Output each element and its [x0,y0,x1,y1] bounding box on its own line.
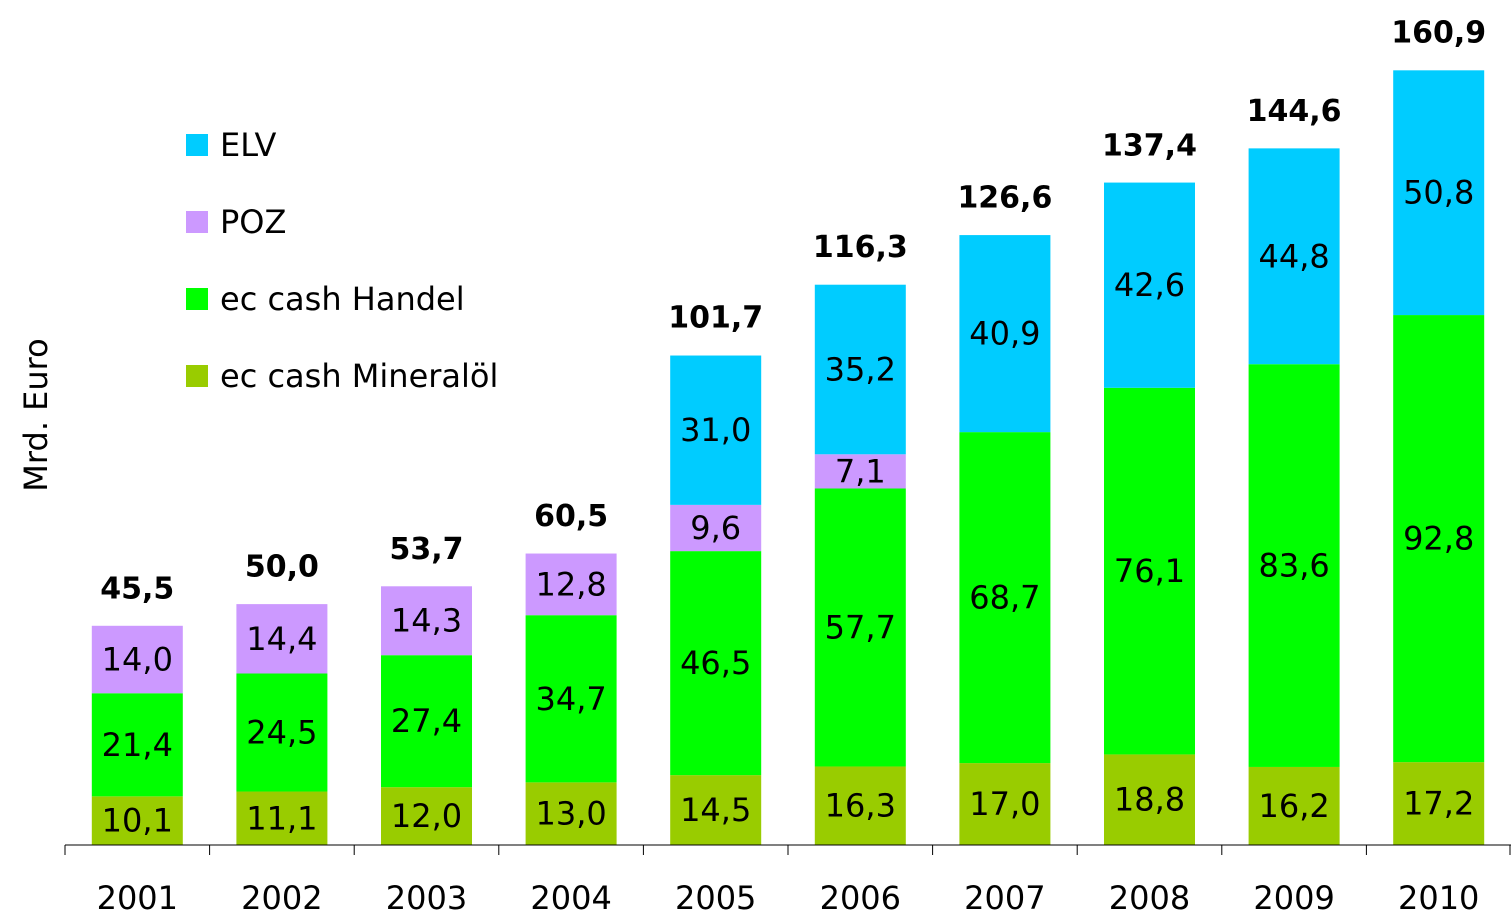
total-label: 53,7 [389,532,463,567]
y-axis-label: Mrd. Euro [17,338,55,491]
segment-label: 76,1 [1114,552,1185,590]
segment-label: 17,0 [969,785,1040,823]
total-label: 45,5 [100,571,174,606]
segment-label: 14,3 [391,602,462,640]
bar-segment [525,553,617,616]
bar-segment [959,235,1051,433]
segment-label: 14,0 [102,641,173,679]
segment-label: 9,6 [690,509,741,547]
segment-label: 50,8 [1403,174,1474,212]
segment-label: 83,6 [1258,547,1329,585]
legend-swatch [186,365,208,387]
total-label: 50,0 [245,550,319,585]
bar-segment [1248,364,1340,767]
bar-segment [381,655,472,788]
total-label: 144,6 [1247,94,1342,129]
segment-label: 24,5 [246,714,317,752]
bar-segment [959,432,1051,764]
x-tick-label: 2003 [386,879,467,917]
segment-label: 31,0 [680,411,751,449]
bar-segment [814,454,906,489]
bar-segment [814,284,906,455]
bar-segment [670,504,762,552]
bar-segment [381,787,472,845]
x-tick-label: 2007 [964,879,1045,917]
bar-segment [91,693,183,797]
segment-label: 10,1 [102,802,173,840]
bar-segment [91,796,183,845]
segment-label: 57,7 [825,608,896,646]
segment-label: 92,8 [1403,520,1474,558]
bar-segment [91,625,183,694]
segment-label: 13,0 [535,795,606,833]
total-label: 101,7 [668,301,763,336]
bar-segment [670,775,762,845]
x-tick-label: 2006 [820,879,901,917]
legend-label: POZ [220,203,286,241]
segment-label: 14,4 [246,620,317,658]
bar-segment [1104,182,1195,388]
bar-segment [236,673,328,792]
total-label: 116,3 [813,230,908,265]
segment-label: 16,3 [825,787,896,825]
segment-label: 44,8 [1258,237,1329,275]
x-tick-label: 2001 [97,879,178,917]
segment-label: 42,6 [1114,266,1185,304]
segment-label: 68,7 [969,579,1040,617]
segment-label: 17,2 [1403,785,1474,823]
x-tick-label: 2009 [1253,879,1334,917]
segment-label: 12,8 [535,565,606,603]
legend-label: ec cash Handel [220,280,465,318]
bar-segment [525,782,617,845]
bar-segment [236,791,328,845]
bar-segment [1248,148,1340,365]
bar-segment [814,488,906,767]
segment-label: 27,4 [391,702,462,740]
segment-label: 7,1 [835,452,886,490]
bar-segment [236,604,328,674]
legend-label: ELV [220,126,277,164]
segment-label: 12,0 [391,797,462,835]
total-label: 126,6 [957,181,1052,216]
bar-segment [1104,754,1195,845]
bar-segment [525,615,617,783]
x-tick-label: 2008 [1109,879,1190,917]
bar-segment [670,551,762,776]
bar-segment [814,766,906,845]
bar-segment [1104,387,1195,755]
total-label: 60,5 [534,499,608,534]
bar-segment [381,586,472,656]
segment-label: 35,2 [825,350,896,388]
bar-segment [1393,315,1485,763]
total-label: 160,9 [1391,15,1486,50]
legend-swatch [186,134,208,156]
segment-label: 14,5 [680,791,751,829]
segment-label: 16,2 [1258,787,1329,825]
total-label: 137,4 [1102,129,1197,164]
bar-segment [1248,766,1340,845]
x-tick-label: 2005 [675,879,756,917]
legend-label: ec cash Mineralöl [220,357,498,395]
bar-segment [1393,762,1485,845]
x-tick-label: 2004 [530,879,611,917]
segment-label: 18,8 [1114,781,1185,819]
segment-label: 40,9 [969,315,1040,353]
segment-label: 11,1 [246,799,317,837]
legend-swatch [186,211,208,233]
segment-label: 46,5 [680,644,751,682]
bar-segment [959,763,1051,845]
bar-segment [1393,70,1485,316]
segment-label: 34,7 [535,680,606,718]
x-tick-label: 2010 [1398,879,1479,917]
x-tick-label: 2002 [241,879,322,917]
segment-label: 21,4 [102,726,173,764]
bar-segment [670,355,762,505]
legend-swatch [186,288,208,310]
